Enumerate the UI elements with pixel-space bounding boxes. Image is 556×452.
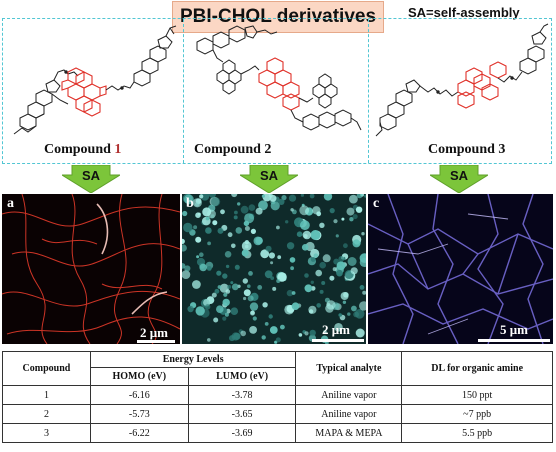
arrow-label: SA [259,168,279,183]
arrow-label: SA [81,168,101,183]
cell-compound: 3 [2,423,91,443]
cell-dl: 5.5 ppb [401,423,553,443]
header-typical-analyte: Typical analyte [295,351,403,386]
panel-divider [368,19,369,163]
table-row: 3 -6.22 -3.69 MAPA & MEPA 5.5 ppb [2,423,553,443]
compound-3-label-text: Compound 3 [428,142,506,157]
cell-homo: -6.22 [89,423,189,443]
micrograph-a [2,194,180,344]
compound-panel-frame [2,18,552,164]
scale-label-c: 5 μm [500,322,528,337]
header-energy-levels: Energy Levels [89,351,297,368]
cell-analyte: MAPA & MEPA [295,423,403,443]
scale-label-b: 2 μm [322,322,350,337]
panel-letter-b: b [186,196,194,211]
compound-1-label-number: 1 [114,142,122,157]
compound-2-label: Compound 2 [194,142,271,158]
scale-bar-b [312,339,364,342]
header-lumo: LUMO (eV) [187,367,297,386]
cell-dl: 150 ppt [401,385,553,405]
cell-compound: 1 [2,385,91,405]
cell-lumo: -3.65 [187,404,297,424]
panel-letter-a: a [7,196,14,211]
table-row: 1 -6.16 -3.78 Aniline vapor 150 ppt [2,385,553,405]
compound-1-structure [13,25,177,135]
arrow-label: SA [449,168,469,183]
figure-title: PBI-CHOL derivatives [172,1,384,33]
header-compound: Compound [2,351,91,386]
compound-3-label: Compound 3 [428,142,505,158]
compound-3-structure [375,23,549,137]
cell-homo: -6.16 [89,385,189,405]
panel-divider [183,19,184,163]
scale-bar-c [478,339,550,342]
cell-analyte: Aniline vapor [295,404,403,424]
self-assembly-arrow [240,165,298,193]
cell-lumo: -3.69 [187,423,297,443]
compound-1-label: Compound 1 [44,142,121,158]
scale-bar-a [137,340,175,343]
sa-abbreviation-note: SA=self-assembly [408,5,520,20]
compound-1-label-text: Compound [44,142,115,157]
properties-table: Compound Energy Levels Typical analyte D… [2,351,553,443]
cell-dl: ~7 ppb [401,404,553,424]
header-detection-limit: DL for organic amine [401,351,553,386]
panel-letter-c: c [373,196,380,211]
self-assembly-arrow [430,165,488,193]
header-homo: HOMO (eV) [89,367,189,386]
table-row: 2 -5.73 -3.65 Aniline vapor ~7 ppb [2,404,553,424]
micrograph-c [368,194,553,344]
compound-2-structure [196,25,362,131]
cell-compound: 2 [2,404,91,424]
compound-2-label-text: Compound 2 [194,142,272,157]
cell-homo: -5.73 [89,404,189,424]
micrograph-b [182,194,366,344]
cell-lumo: -3.78 [187,385,297,405]
cell-analyte: Aniline vapor [295,385,403,405]
self-assembly-arrow [62,165,120,193]
scale-label-a: 2 μm [140,325,168,340]
